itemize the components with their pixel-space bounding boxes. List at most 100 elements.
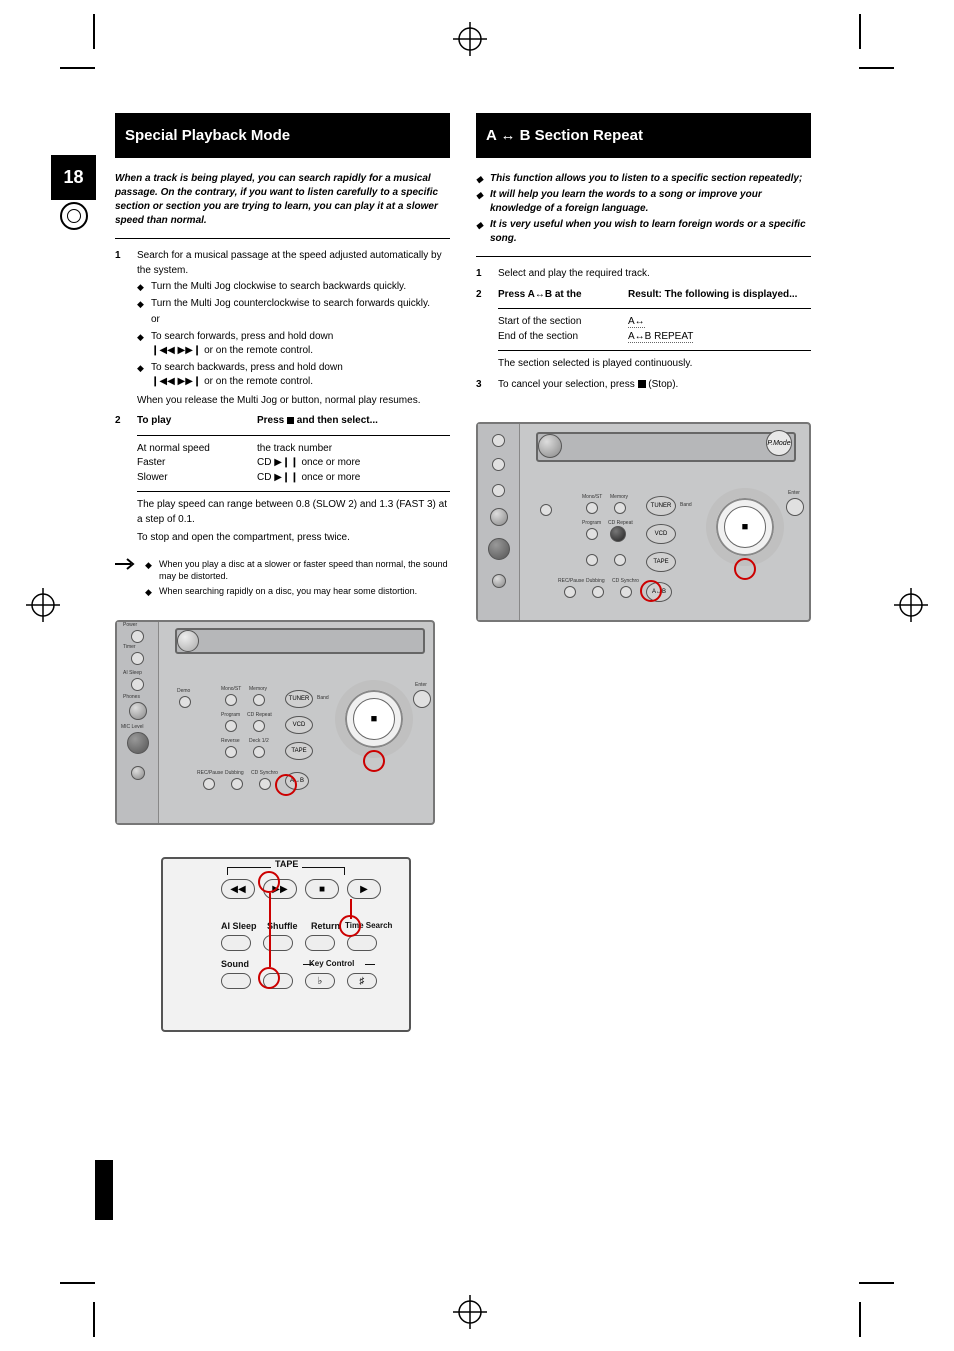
r-step-3: 3 To cancel your selection, press (Stop)… xyxy=(476,378,811,393)
step2-r3b: CD ▶❙❙ once or more xyxy=(257,471,360,486)
intro-right: ◆This function allows you to listen to a… xyxy=(476,172,811,257)
lbl-memory: Memory xyxy=(610,494,628,500)
bullet-icon: ◆ xyxy=(476,172,490,186)
crop-mark xyxy=(40,1282,95,1337)
aisleep-button xyxy=(221,935,251,951)
crop-mark xyxy=(859,14,914,69)
tape-button: TAPE xyxy=(646,552,676,572)
lbl-return: Return xyxy=(311,921,340,931)
step1-tail: When you release the Multi Jog or button… xyxy=(137,394,450,409)
lbl-enter: Enter xyxy=(415,682,427,688)
step2-r1a: At normal speed xyxy=(137,442,257,457)
lbl-recpause: REC/Pause xyxy=(197,770,223,776)
step1-bullet1: Turn the Multi Jog clockwise to search b… xyxy=(151,280,450,295)
intro-r-b3: It is very useful when you wish to learn… xyxy=(490,218,811,246)
step2-r3a: Slower xyxy=(137,471,257,486)
bullet-icon: ◆ xyxy=(145,558,159,583)
lbl-cdrepeat: CD Repeat xyxy=(608,520,633,526)
key-flat-button: ♭ xyxy=(305,973,335,989)
intro-r-b2: It will help you learn the words to a so… xyxy=(490,188,811,216)
play-button: ▶ xyxy=(347,879,381,899)
shuffle-button xyxy=(263,935,293,951)
step1-or: or xyxy=(151,313,450,328)
lbl-reverse: Reverse xyxy=(221,738,240,744)
vcd-button: VCD xyxy=(646,524,676,544)
step1-lead: Search for a musical passage at the spee… xyxy=(137,249,450,278)
stop-button: ■ xyxy=(305,879,339,899)
section-title-left: Special Playback Mode xyxy=(115,113,450,158)
lbl-monost: Mono/ST xyxy=(221,686,241,692)
pmode-button: P.Mode xyxy=(766,430,792,456)
skip-prev-icon: ❙◀◀ xyxy=(151,345,178,356)
callout-circle xyxy=(363,750,385,772)
lbl-power: Power xyxy=(123,622,137,628)
step-number: 3 xyxy=(476,378,498,393)
lbl-program: Program xyxy=(221,712,240,718)
rewind-button: ◀◀ xyxy=(221,879,255,899)
lbl-enter: Enter xyxy=(788,490,800,496)
r-step2-tail: The section selected is played continuou… xyxy=(498,357,811,372)
lbl-cdsynchro: CD Synchro xyxy=(251,770,278,776)
stop-button: ■ xyxy=(353,698,395,740)
r-step2-r1b: A↔ xyxy=(628,315,645,330)
lbl-keycontrol: Key Control xyxy=(309,959,354,968)
lbl-band: Band xyxy=(680,502,692,508)
bullet-icon: ◆ xyxy=(137,330,151,359)
callout-circle xyxy=(734,558,756,580)
return-button xyxy=(305,935,335,951)
lbl-dubbing: Dubbing xyxy=(586,578,605,584)
lbl-miclevel: MIC Level xyxy=(121,724,144,730)
step1-b4b: or on the remote control. xyxy=(204,376,313,387)
step-1: 1 Search for a musical passage at the sp… xyxy=(115,249,450,408)
lbl-deck: Deck 1/2 xyxy=(249,738,269,744)
r-step-1: 1 Select and play the required track. xyxy=(476,267,811,282)
system-panel-illustration: P.Mode Mono/ST Memory Program CD Repeat … xyxy=(476,422,811,622)
tuner-button: TUNER xyxy=(285,690,313,708)
lbl-dubbing: Dubbing xyxy=(225,770,244,776)
r-step1-body: Select and play the required track. xyxy=(498,267,811,282)
callout-circle xyxy=(275,774,297,796)
lbl-monost: Mono/ST xyxy=(582,494,602,500)
step1-bullet2: Turn the Multi Jog counterclockwise to s… xyxy=(151,297,450,312)
bullet-icon: ◆ xyxy=(137,280,151,295)
remote-tape-label: TAPE xyxy=(271,859,302,869)
intro-left: When a track is being played, you can se… xyxy=(115,172,450,239)
step2-r2a: Faster xyxy=(137,456,257,471)
sound-button xyxy=(221,973,251,989)
step2-lead: To play xyxy=(137,414,257,429)
step1-b4a: To search backwards, press and hold down xyxy=(151,362,343,373)
note-block: ◆When you play a disc at a slower or fas… xyxy=(115,556,450,599)
step2-tail2: To stop and open the compartment, press … xyxy=(137,532,350,543)
vcd-button: VCD xyxy=(285,716,313,734)
stop-icon xyxy=(287,417,294,424)
lbl-recpause: REC/Pause xyxy=(558,578,584,584)
registration-mark xyxy=(894,588,928,622)
side-tab xyxy=(95,1160,113,1220)
lbl-aisleep: AI Sleep xyxy=(123,670,142,676)
note1: When you play a disc at a slower or fast… xyxy=(159,558,450,583)
skip-next-icon: ▶▶❙ xyxy=(178,376,205,387)
callout-line xyxy=(350,899,352,919)
step2-press: Press and then select... xyxy=(257,414,378,429)
tape-button: TAPE xyxy=(285,742,313,760)
r-step3-body: To cancel your selection, press (Stop). xyxy=(498,379,678,390)
intro-r-b1: This function allows you to listen to a … xyxy=(490,172,811,186)
step2-tail1: The play speed can range between 0.8 (SL… xyxy=(137,498,450,527)
registration-mark xyxy=(453,1295,487,1329)
remote-illustration: TAPE ◀◀ ▶▶ ■ ▶ AI Sleep Shuffle Return T… xyxy=(161,857,411,1032)
step2-r2b: CD ▶❙❙ once or more xyxy=(257,456,360,471)
r-step2-r1a: Start of the section xyxy=(498,315,628,330)
step-2: 2 To play Press and then select... At no… xyxy=(115,414,450,546)
lbl-cdsynchro: CD Synchro xyxy=(612,578,639,584)
lbl-memory: Memory xyxy=(249,686,267,692)
step1-b3b: or on the remote control. xyxy=(204,345,313,356)
skip-prev-icon: ❙◀◀ xyxy=(151,376,178,387)
note2: When searching rapidly on a disc, you ma… xyxy=(159,585,450,599)
lbl-timer: Timer xyxy=(123,644,136,650)
step-number: 2 xyxy=(476,288,498,372)
r-step2-lead: Press A↔B at the xyxy=(498,288,628,303)
step-number: 1 xyxy=(476,267,498,282)
bullet-icon: ◆ xyxy=(137,361,151,390)
enter-button xyxy=(786,498,804,516)
r-step2-result: Result: The following is displayed... xyxy=(628,288,797,303)
